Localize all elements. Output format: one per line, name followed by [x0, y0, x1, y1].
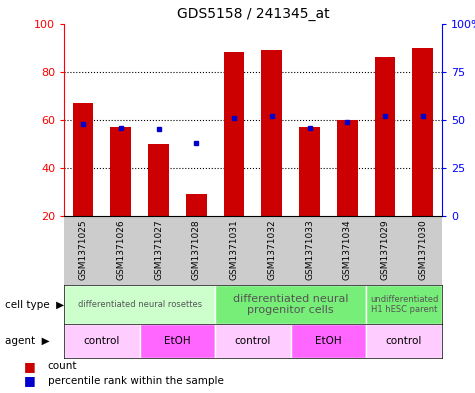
Bar: [64, 285, 215, 324]
Bar: [366, 324, 442, 358]
Text: cell type  ▶: cell type ▶: [5, 299, 64, 310]
Bar: [412, 48, 433, 216]
Text: GSM1371030: GSM1371030: [418, 220, 428, 280]
Bar: [73, 103, 94, 216]
Bar: [148, 144, 169, 216]
Text: GSM1371025: GSM1371025: [78, 220, 87, 280]
Title: GDS5158 / 241345_at: GDS5158 / 241345_at: [177, 7, 329, 21]
Bar: [366, 285, 442, 324]
Bar: [375, 57, 396, 216]
Text: control: control: [84, 336, 120, 346]
Bar: [140, 324, 215, 358]
Bar: [291, 324, 366, 358]
Text: ■: ■: [24, 374, 36, 387]
Text: GSM1371027: GSM1371027: [154, 220, 163, 280]
Text: control: control: [386, 336, 422, 346]
Bar: [215, 285, 366, 324]
Text: agent  ▶: agent ▶: [5, 336, 49, 346]
Text: EtOH: EtOH: [164, 336, 191, 346]
Text: GSM1371033: GSM1371033: [305, 220, 314, 280]
Text: GSM1371028: GSM1371028: [192, 220, 201, 280]
Text: differentiated neural
progenitor cells: differentiated neural progenitor cells: [233, 294, 349, 315]
Text: GSM1371032: GSM1371032: [267, 220, 276, 280]
Text: GSM1371029: GSM1371029: [380, 220, 390, 280]
Bar: [215, 324, 291, 358]
Bar: [337, 120, 358, 216]
Bar: [110, 127, 131, 216]
Bar: [64, 324, 140, 358]
Text: percentile rank within the sample: percentile rank within the sample: [48, 376, 223, 386]
Bar: [299, 127, 320, 216]
Text: GSM1371031: GSM1371031: [229, 220, 238, 280]
Text: EtOH: EtOH: [315, 336, 342, 346]
Text: control: control: [235, 336, 271, 346]
Bar: [186, 195, 207, 216]
Text: undifferentiated
H1 hESC parent: undifferentiated H1 hESC parent: [370, 295, 438, 314]
Text: GSM1371034: GSM1371034: [343, 220, 352, 280]
Bar: [224, 52, 245, 216]
Text: count: count: [48, 362, 77, 371]
Text: differentiated neural rosettes: differentiated neural rosettes: [77, 300, 202, 309]
Text: ■: ■: [24, 360, 36, 373]
Bar: [261, 50, 282, 216]
Text: GSM1371026: GSM1371026: [116, 220, 125, 280]
